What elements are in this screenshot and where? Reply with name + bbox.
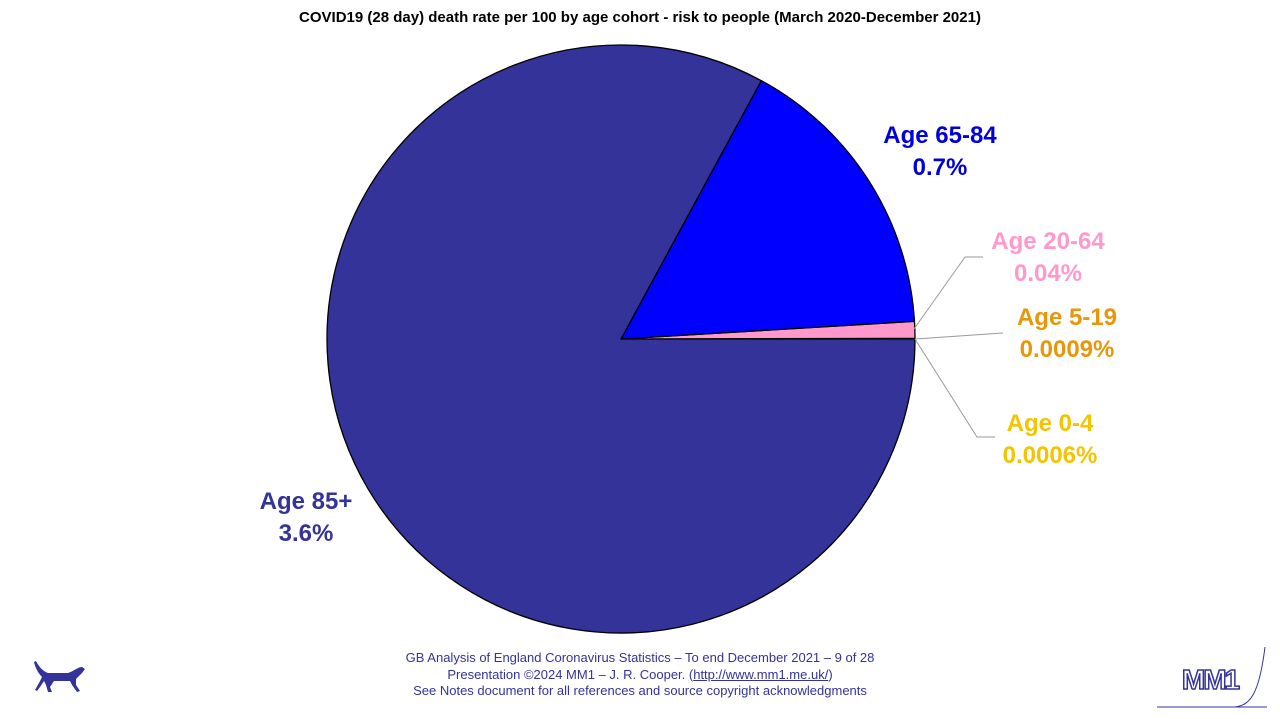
pie-chart: Age 0-4 0.0006% Age 5-19 0.0009% Age 20-64 0.… [260, 44, 1117, 634]
mm1-logo: MM1 [1157, 646, 1267, 708]
footer-line-2-prefix: Presentation ©2024 MM1 – J. R. Cooper. ( [447, 666, 694, 682]
footer-line-3: See Notes document for all references an… [413, 683, 867, 698]
footer-line-2: Presentation ©2024 MM1 – J. R. Cooper. (… [0, 667, 1280, 684]
pie-slice-age-65-84 [620, 80, 916, 340]
pie-slices [326, 44, 916, 634]
leader-line-age-5-19 [914, 332, 1004, 340]
slice-labels: Age 0-4 0.0006% Age 5-19 0.0009% Age 20-64 0.… [260, 122, 1117, 547]
slice-value-age-65-84: 0.7% [913, 154, 968, 181]
dog-silhouette-icon [34, 661, 85, 692]
chart-title: COVID19 (28 day) death rate per 100 by a… [299, 9, 981, 26]
slice-label-age-85: Age 85+ [260, 488, 353, 515]
slice-value-age-85: 3.6% [279, 520, 334, 547]
pie-slice-age-85 [326, 44, 916, 634]
slice-value-age-5-19: 0.0009% [1020, 336, 1115, 363]
slice-value-age-20-64: 0.04% [1014, 260, 1082, 287]
footer-website-link[interactable]: http://www.mm1.me.uk/ [693, 666, 829, 682]
leader-line-age-0-4 [914, 338, 995, 438]
mm1-logo-text: MM1 [1182, 664, 1240, 695]
leader-lines [913, 256, 1004, 438]
slice-label-age-0-4: Age 0-4 [1007, 410, 1094, 437]
footer-line-1: GB Analysis of England Coronavirus Stati… [405, 650, 875, 665]
slice-label-age-20-64: Age 20-64 [991, 228, 1105, 255]
slice-label-age-5-19: Age 5-19 [1017, 304, 1117, 331]
footer: GB Analysis of England Coronavirus Stati… [0, 650, 1280, 700]
footer-line-2-suffix: ) [828, 666, 833, 682]
slice-label-age-65-84: Age 65-84 [883, 122, 997, 149]
leader-line-age-20-64 [913, 256, 983, 330]
slice-value-age-0-4: 0.0006% [1003, 442, 1098, 469]
